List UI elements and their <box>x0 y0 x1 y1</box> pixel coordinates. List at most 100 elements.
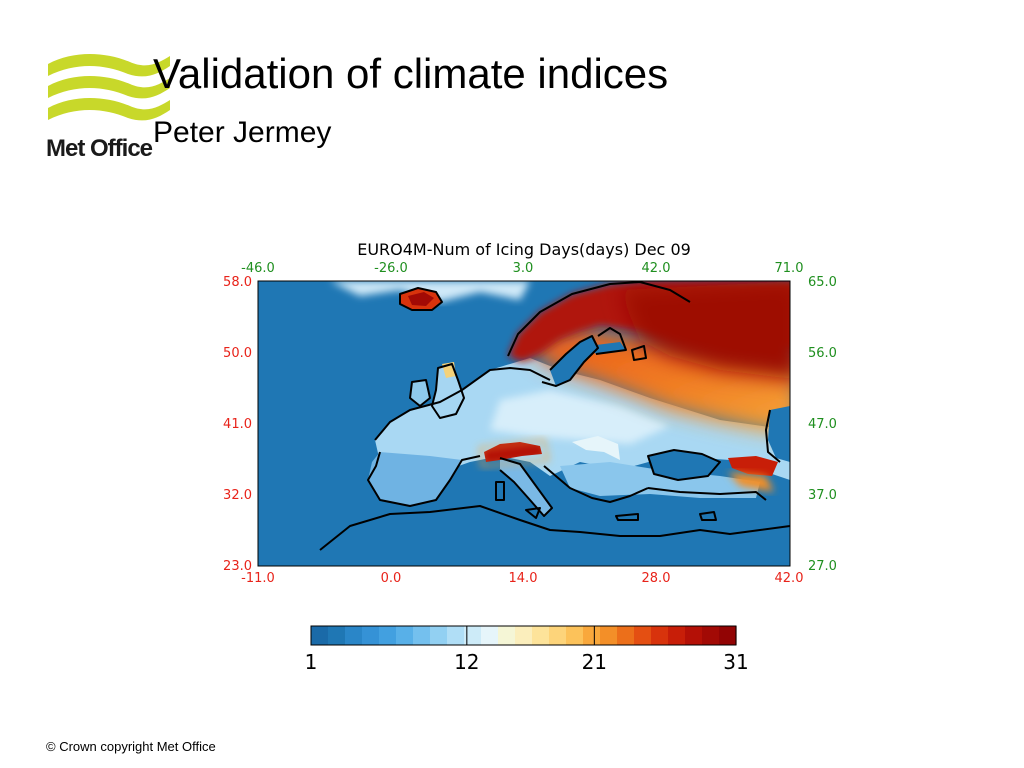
colorbar-tick-labels: 1 12 21 31 <box>305 650 749 674</box>
land-balkans <box>560 462 760 498</box>
top-tick: -26.0 <box>374 261 408 276</box>
coast-western-europe <box>374 367 551 441</box>
colorbar <box>310 626 737 645</box>
region-carpathians <box>572 436 620 460</box>
left-tick: 23.0 <box>223 559 252 574</box>
coast-italy <box>499 457 553 517</box>
colorbar-segment <box>549 626 567 645</box>
colorbar-tick: 31 <box>723 650 748 674</box>
logo-wave-3 <box>48 98 170 121</box>
colorbar-segment <box>345 626 363 645</box>
right-tick: 27.0 <box>808 559 837 574</box>
left-tick: 50.0 <box>223 346 252 361</box>
coast-black-sea <box>647 449 721 481</box>
region-caucasus-fringe <box>728 472 774 492</box>
right-axis-ticks: 65.0 56.0 47.0 37.0 27.0 <box>808 275 837 574</box>
caspian-sea <box>768 406 790 462</box>
coast-uk <box>431 363 465 419</box>
bottom-tick: -11.0 <box>241 571 275 586</box>
slide-title: Validation of climate indices <box>153 50 669 97</box>
coastlines <box>319 281 790 551</box>
top-tick: 3.0 <box>513 261 534 276</box>
slide-subtitle: Peter Jermey <box>153 116 332 149</box>
coast-sicily <box>525 507 541 519</box>
logo-text: Met Office <box>46 135 153 162</box>
colorbar-segment <box>668 626 686 645</box>
right-tick: 37.0 <box>808 488 837 503</box>
region-alps <box>484 442 542 462</box>
land-ireland <box>410 380 430 406</box>
colorbar-segment <box>481 626 499 645</box>
map-field <box>258 281 790 566</box>
top-tick: 71.0 <box>775 261 804 276</box>
right-tick: 56.0 <box>808 346 837 361</box>
colorbar-segment <box>532 626 550 645</box>
colorbar-segment <box>617 626 635 645</box>
colorbar-segment <box>379 626 397 645</box>
land-italy <box>500 458 552 516</box>
coast-scandinavia <box>507 281 691 357</box>
coast-lakes <box>631 345 647 361</box>
left-axis-ticks: 58.0 50.0 41.0 32.0 23.0 <box>223 275 252 574</box>
coast-north-africa <box>319 505 790 551</box>
bottom-tick: 28.0 <box>642 571 671 586</box>
coast-sardinia <box>495 481 505 501</box>
bottom-tick: 42.0 <box>775 571 804 586</box>
top-tick: 42.0 <box>642 261 671 276</box>
bottom-axis-ticks: -11.0 0.0 14.0 28.0 42.0 <box>241 571 803 586</box>
colorbar-segment <box>430 626 448 645</box>
region-north-russia <box>620 281 790 379</box>
land-iceland-core <box>408 292 434 306</box>
coast-iberia <box>367 451 481 507</box>
land-iberia <box>368 452 462 506</box>
colorbar-segment <box>600 626 618 645</box>
colorbar-segment <box>566 626 584 645</box>
coast-iceland <box>399 287 443 311</box>
coast-balkans <box>543 465 649 503</box>
colorbar-segment <box>328 626 346 645</box>
colorbar-segment <box>311 626 329 645</box>
colorbar-segment <box>651 626 669 645</box>
bottom-tick: 14.0 <box>509 571 538 586</box>
colorbar-segment <box>498 626 516 645</box>
coast-baltic <box>541 335 599 387</box>
colorbar-segment <box>413 626 431 645</box>
colorbar-segment <box>515 626 533 645</box>
right-tick: 47.0 <box>808 417 837 432</box>
land-inland-lighter <box>490 390 670 444</box>
coast-crete <box>615 513 639 521</box>
colorbar-segment <box>685 626 703 645</box>
colorbar-segment <box>634 626 652 645</box>
left-tick: 32.0 <box>223 488 252 503</box>
coast-turkey <box>647 487 767 501</box>
met-office-logo: Met Office <box>46 54 170 162</box>
colorbar-tick: 1 <box>305 650 318 674</box>
colorbar-segment <box>583 626 601 645</box>
colorbar-tick: 21 <box>582 650 607 674</box>
coast-finland <box>595 327 627 355</box>
colorbar-segment <box>702 626 720 645</box>
coast-ireland <box>409 379 431 407</box>
right-tick: 65.0 <box>808 275 837 290</box>
colorbar-segment <box>447 626 465 645</box>
bottom-tick: 0.0 <box>381 571 402 586</box>
colorbar-frame <box>310 625 737 646</box>
colorbar-segment <box>719 626 737 645</box>
region-alps-fringe <box>478 438 550 468</box>
chart-title: EURO4M-Num of Icing Days(days) Dec 09 <box>357 240 691 259</box>
top-tick: -46.0 <box>241 261 275 276</box>
left-tick: 58.0 <box>223 275 252 290</box>
map-frame <box>257 280 791 567</box>
left-tick: 41.0 <box>223 417 252 432</box>
colorbar-segment <box>362 626 380 645</box>
copyright-footer: © Crown copyright Met Office <box>46 739 216 754</box>
coast-caspian <box>765 409 781 463</box>
colorbar-segment <box>396 626 414 645</box>
icing-days-map-figure: EURO4M-Num of Icing Days(days) Dec 09 <box>223 240 837 674</box>
region-caucasus <box>728 456 778 476</box>
logo-wave-2 <box>48 76 170 99</box>
black-sea <box>648 450 720 480</box>
top-axis-ticks: -46.0 -26.0 3.0 42.0 71.0 <box>241 261 803 276</box>
baltic-sea <box>550 336 598 386</box>
coast-cyprus <box>699 511 717 521</box>
